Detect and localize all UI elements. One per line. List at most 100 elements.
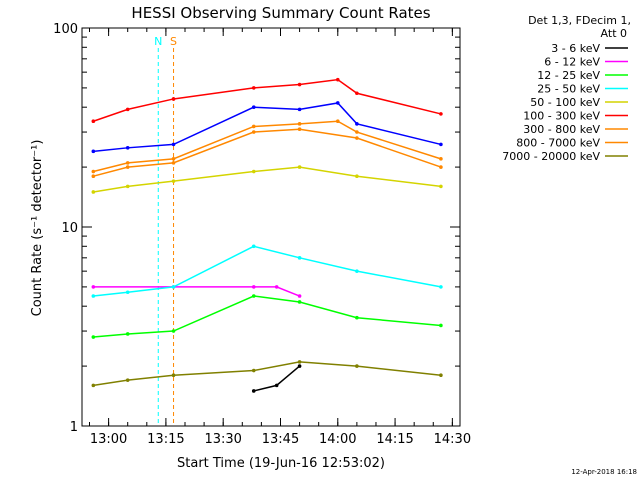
series-7 xyxy=(91,127,443,179)
series-9-point-0 xyxy=(91,149,96,154)
series-6-point-5 xyxy=(335,119,340,124)
series-7-point-3 xyxy=(251,130,256,134)
series-3 xyxy=(91,244,443,298)
series-3-point-1 xyxy=(125,290,130,295)
legend-label-2: 12 - 25 keV xyxy=(537,69,600,82)
legend-label-6: 300 - 800 keV xyxy=(523,123,600,136)
series-2-point-2 xyxy=(171,329,176,333)
series-3-point-6 xyxy=(439,285,443,289)
series-9-point-3 xyxy=(251,105,256,109)
series-8 xyxy=(91,360,443,388)
legend-label-8: 7000 - 20000 keV xyxy=(502,150,600,163)
x-tick-label-4: 14:00 xyxy=(319,432,356,447)
series-2-point-3 xyxy=(251,294,256,298)
annotation-n: N xyxy=(154,35,162,48)
series-line-6 xyxy=(93,120,442,173)
series-7-point-5 xyxy=(355,136,359,140)
series-5-point-2 xyxy=(171,97,176,101)
y-axis-label: Count Rate (s⁻¹ detector⁻¹) xyxy=(30,140,45,317)
legend-header-line1: Det 1,3, FDecim 1, xyxy=(528,14,631,27)
series-2-point-1 xyxy=(125,332,130,336)
series-2-point-5 xyxy=(355,315,359,320)
legend-label-7: 800 - 7000 keV xyxy=(516,137,600,150)
series-5 xyxy=(91,77,443,124)
series-8-point-6 xyxy=(439,373,443,378)
legend-label-3: 25 - 50 keV xyxy=(537,83,600,96)
series-8-point-4 xyxy=(297,360,302,364)
series-line-8 xyxy=(93,361,441,387)
series-9 xyxy=(91,101,443,154)
series-2-point-0 xyxy=(91,335,96,339)
series-3-point-0 xyxy=(91,294,96,298)
series-9-point-1 xyxy=(125,146,130,150)
series-1 xyxy=(91,285,302,298)
x-tick-label-6: 14:30 xyxy=(434,432,471,447)
series-4-point-0 xyxy=(91,190,96,194)
series-2 xyxy=(91,294,443,339)
series-2-point-6 xyxy=(439,323,443,328)
series-8-point-1 xyxy=(125,378,130,382)
series-8-point-3 xyxy=(251,368,256,373)
series-8-point-0 xyxy=(91,383,96,388)
series-5-point-4 xyxy=(297,82,302,87)
y-tick-label-1: 10 xyxy=(61,221,78,236)
series-7-point-6 xyxy=(439,165,443,169)
x-tick-label-3: 13:45 xyxy=(262,432,299,447)
series-7-point-0 xyxy=(91,174,96,179)
series-line-3 xyxy=(93,245,442,297)
series-1-point-2 xyxy=(251,285,256,289)
series-4-point-4 xyxy=(297,165,302,169)
series-8-point-2 xyxy=(171,373,176,378)
series-5-point-0 xyxy=(91,119,96,124)
series-7-point-2 xyxy=(171,161,176,165)
series-6-point-4 xyxy=(297,122,302,126)
series-8-point-5 xyxy=(355,364,359,368)
series-0-point-1 xyxy=(274,383,279,388)
series-4-point-1 xyxy=(125,184,130,189)
series-2-point-4 xyxy=(297,300,302,304)
x-axis-label: Start Time (19-Jun-16 12:53:02) xyxy=(177,456,385,471)
series-6-point-1 xyxy=(125,161,130,165)
annotation-s: S xyxy=(170,35,177,48)
series-7-point-1 xyxy=(125,165,130,169)
series-6 xyxy=(91,119,443,174)
series-line-7 xyxy=(93,128,442,177)
series-0 xyxy=(251,364,302,393)
series-3-point-2 xyxy=(171,285,176,289)
y-tick-label-0: 1 xyxy=(70,420,78,435)
series-line-9 xyxy=(93,102,442,153)
series-9-point-7 xyxy=(439,142,443,147)
series-6-point-2 xyxy=(171,157,176,161)
y-tick-label-2: 100 xyxy=(53,22,78,37)
series-6-point-0 xyxy=(91,169,96,174)
x-tick-label-2: 13:30 xyxy=(204,432,241,447)
series-6-point-3 xyxy=(251,124,256,129)
x-tick-label-5: 14:15 xyxy=(376,432,413,447)
x-tick-label-0: 13:00 xyxy=(90,432,127,447)
legend-label-5: 100 - 300 keV xyxy=(523,110,600,123)
series-9-point-2 xyxy=(171,142,176,147)
series-4-point-5 xyxy=(355,174,359,179)
series-5-point-6 xyxy=(355,91,359,96)
series-9-point-5 xyxy=(335,101,340,105)
legend-label-0: 3 - 6 keV xyxy=(551,42,600,55)
series-6-point-7 xyxy=(439,157,443,161)
series-5-point-5 xyxy=(335,77,340,82)
series-3-point-3 xyxy=(251,244,256,249)
series-1-point-0 xyxy=(91,285,96,289)
footer-date: 12-Apr-2018 16:18 xyxy=(571,468,637,476)
legend-header-line2: Att 0 xyxy=(601,27,627,40)
legend-label-1: 6 - 12 keV xyxy=(544,56,600,69)
series-1-point-3 xyxy=(274,285,279,289)
series-1-point-4 xyxy=(297,294,302,298)
series-7-point-4 xyxy=(297,127,302,132)
series-line-1 xyxy=(93,286,300,297)
series-9-point-6 xyxy=(355,122,359,126)
chart-title: HESSI Observing Summary Count Rates xyxy=(131,4,430,22)
series-line-4 xyxy=(93,166,441,193)
series-4-point-6 xyxy=(439,184,443,189)
series-6-point-6 xyxy=(355,130,359,134)
series-3-point-5 xyxy=(355,269,359,273)
series-0-point-0 xyxy=(251,389,256,393)
